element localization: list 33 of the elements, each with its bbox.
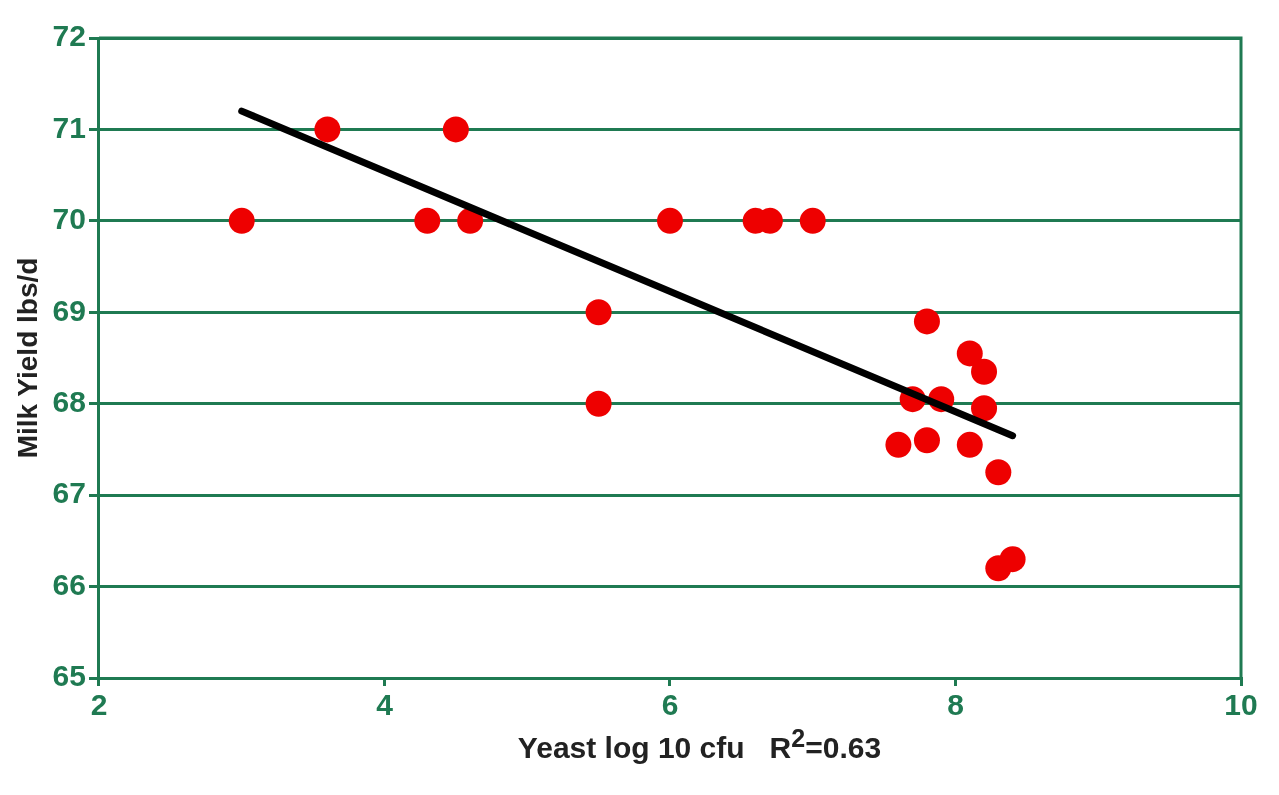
y-tick-label: 70 [52, 202, 86, 236]
x-tick-label: 10 [1224, 688, 1258, 722]
point [442, 116, 469, 143]
point [971, 395, 998, 422]
point [985, 459, 1012, 486]
point [971, 358, 998, 385]
point [414, 207, 441, 234]
point [799, 207, 826, 234]
point [585, 299, 612, 326]
point [956, 431, 983, 458]
y-tick-label: 72 [52, 19, 86, 53]
y-tick-label: 68 [52, 384, 86, 418]
y-tick-label: 71 [52, 110, 86, 144]
point [885, 431, 912, 458]
x-tick-label: 6 [661, 688, 679, 722]
y-tick-label: 67 [52, 476, 86, 510]
x-tick-label: 4 [376, 688, 394, 722]
point [913, 308, 940, 335]
point [956, 340, 983, 367]
y-axis-title: Milk Yield lbs/d [11, 257, 43, 459]
x-tick-label: 2 [90, 688, 108, 722]
x-axis-title: Yeast log 10 cfu R$^{2}$=0.63 [516, 724, 883, 765]
point [913, 427, 940, 454]
point [656, 207, 683, 234]
point [228, 207, 255, 234]
y-tick-label: 65 [52, 659, 86, 693]
point [585, 390, 612, 417]
point [999, 546, 1026, 573]
y-tick-label: 69 [52, 293, 86, 327]
point [314, 116, 341, 143]
x-tick-label: 8 [947, 688, 964, 722]
point [457, 207, 484, 234]
y-tick-label: 66 [52, 567, 86, 601]
